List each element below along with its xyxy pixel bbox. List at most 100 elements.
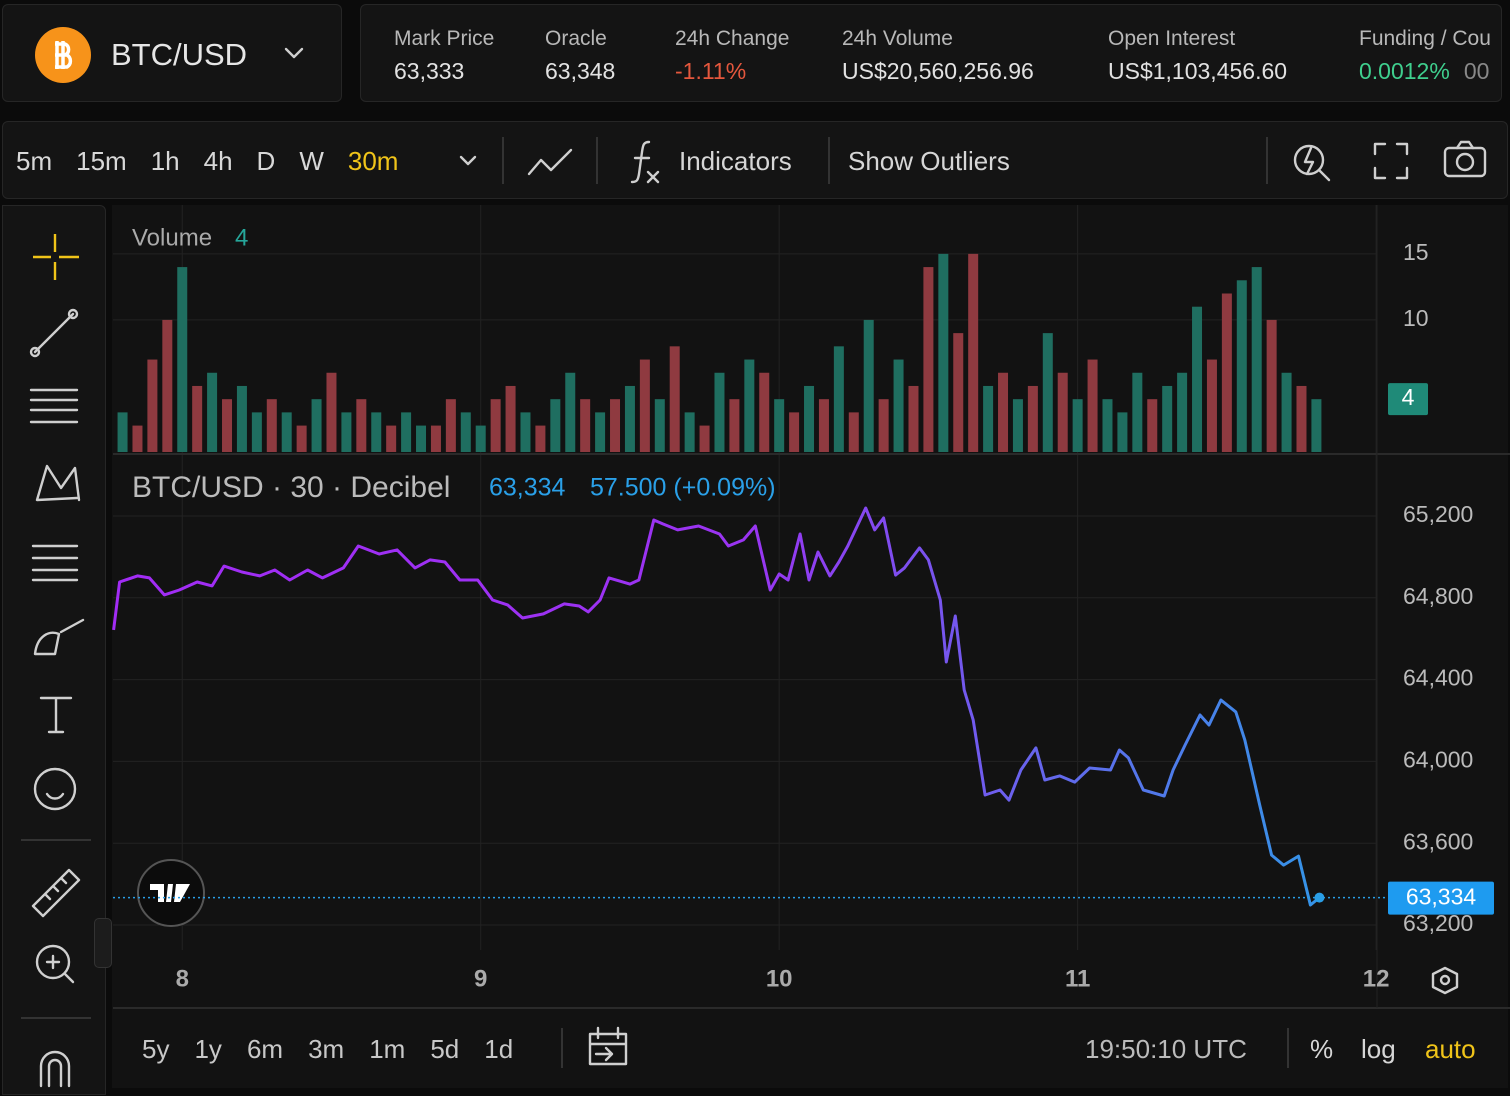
volume-bar xyxy=(1027,385,1038,452)
percent-toggle[interactable]: % xyxy=(1310,1034,1334,1064)
volume-bar xyxy=(1236,280,1247,452)
brush-tool[interactable] xyxy=(33,618,85,656)
volume-bar xyxy=(1206,359,1217,452)
volume-bar xyxy=(1117,412,1128,452)
volume-bar xyxy=(1012,399,1023,452)
trendline-tool[interactable] xyxy=(33,312,75,354)
stat-value: 0.0012% 00 xyxy=(1359,58,1491,85)
volume-bar xyxy=(311,399,322,452)
range[interactable]: 6m xyxy=(246,1034,284,1064)
volume-bar xyxy=(326,372,337,452)
collapse-sidebar[interactable] xyxy=(94,918,112,968)
x-tick-label: 11 xyxy=(1065,965,1090,992)
ruler-tool[interactable] xyxy=(31,868,81,918)
volume-bar xyxy=(236,385,247,452)
volume-bar xyxy=(550,399,561,452)
stat-label: 24h Volume xyxy=(842,27,953,50)
pattern-tool[interactable] xyxy=(35,464,81,502)
price-line xyxy=(112,506,1321,907)
volume-bar xyxy=(893,359,904,452)
volume-bar xyxy=(1102,399,1113,452)
alert-icon[interactable] xyxy=(1293,144,1325,176)
range[interactable]: 1d xyxy=(484,1034,514,1064)
date-range-icon[interactable] xyxy=(588,1026,628,1066)
zoom-tool[interactable] xyxy=(35,944,71,980)
screenshot-icon[interactable] xyxy=(1443,146,1487,178)
indicators-button[interactable]: Indicators xyxy=(679,146,792,176)
x-tick-label: 8 xyxy=(176,965,189,992)
stat-value: -1.11% xyxy=(675,58,789,85)
stat: Mark Price 63,333 xyxy=(394,27,494,85)
clock: 19:50:10 UTC xyxy=(1085,1034,1247,1064)
y-tick-label: 65,200 xyxy=(1403,501,1473,527)
volume-bar xyxy=(699,425,710,452)
volume-bar xyxy=(1296,385,1307,452)
interval-list: 5m 15m 1h 4h D W 30m xyxy=(16,146,398,177)
volume-bar xyxy=(1162,385,1173,452)
volume-bar xyxy=(580,399,591,452)
settings-dot xyxy=(1439,974,1451,986)
magnet-tool[interactable] xyxy=(39,1050,71,1088)
projection-tool[interactable] xyxy=(31,544,79,582)
interval[interactable]: 4h xyxy=(203,146,233,176)
emoji-tool[interactable] xyxy=(33,767,77,811)
interval[interactable]: 5m xyxy=(16,146,53,176)
volume-bar xyxy=(281,412,292,452)
emoji-smile xyxy=(45,792,65,800)
fullscreen-icon[interactable] xyxy=(1373,142,1409,180)
fib-tool[interactable] xyxy=(29,388,79,424)
pair-selector[interactable]: BTC/USD xyxy=(2,4,342,102)
x-tick-label: 12 xyxy=(1363,965,1390,992)
interval[interactable]: 15m xyxy=(76,146,127,176)
outliers-button[interactable]: Show Outliers xyxy=(848,146,1010,176)
range[interactable]: 5d xyxy=(430,1034,460,1064)
price-badge-text: 63,334 xyxy=(1406,884,1477,910)
chart-type-icon[interactable] xyxy=(527,148,573,176)
auto-toggle[interactable]: auto xyxy=(1425,1034,1476,1064)
volume-bar xyxy=(789,412,800,452)
range[interactable]: 1m xyxy=(369,1034,406,1064)
legend-price: 63,334 xyxy=(489,474,566,502)
chevron xyxy=(284,47,304,59)
stat-label: Mark Price xyxy=(394,27,495,50)
volume-bar xyxy=(1221,293,1232,452)
volume-bar xyxy=(953,333,964,452)
volume-bar xyxy=(610,399,621,452)
volume-bar xyxy=(192,385,203,452)
volume-bar xyxy=(1311,399,1322,452)
volume-bar xyxy=(908,385,919,452)
interval[interactable]: D xyxy=(256,146,276,176)
x-tick-label: 10 xyxy=(766,965,793,992)
interval-selected[interactable]: 30m xyxy=(347,146,399,176)
screenshot-lens xyxy=(1455,152,1475,172)
interval-chevron[interactable] xyxy=(459,155,477,166)
volume-bar xyxy=(774,399,785,452)
alert-icon-bolt xyxy=(1303,146,1331,182)
volume-bar xyxy=(1042,333,1053,452)
volume-bar xyxy=(386,425,397,452)
range-list: 5y 1y 6m 3m 1m 5d 1d xyxy=(142,1034,513,1065)
log-toggle[interactable]: log xyxy=(1361,1034,1396,1064)
range[interactable]: 5y xyxy=(142,1034,170,1064)
text-tool[interactable] xyxy=(39,696,73,734)
sidebar-icons xyxy=(21,234,91,1088)
volume-badge-text: 4 xyxy=(1402,384,1415,410)
volume-bar xyxy=(1251,267,1262,452)
range[interactable]: 1y xyxy=(194,1034,222,1064)
stat: Open Interest US$1,103,456.60 xyxy=(1108,27,1287,85)
stats-bar: Mark Price 63,333 Oracle 63,348 24h Change -1… xyxy=(360,4,1502,102)
interval[interactable]: 1h xyxy=(150,146,180,176)
stat-label: Funding / Cou xyxy=(1359,27,1491,50)
crosshair-tool[interactable] xyxy=(33,234,79,280)
interval[interactable]: W xyxy=(299,146,324,176)
fx-icon[interactable] xyxy=(630,140,660,184)
settings-icon[interactable] xyxy=(1431,966,1459,995)
volume-bar xyxy=(804,385,815,452)
volume-bar xyxy=(207,372,218,452)
volume-bar xyxy=(266,399,277,452)
volume-legend-value: 4 xyxy=(235,224,248,251)
price-badge xyxy=(1388,881,1494,915)
volume-bar xyxy=(1147,399,1158,452)
range[interactable]: 3m xyxy=(308,1034,345,1064)
